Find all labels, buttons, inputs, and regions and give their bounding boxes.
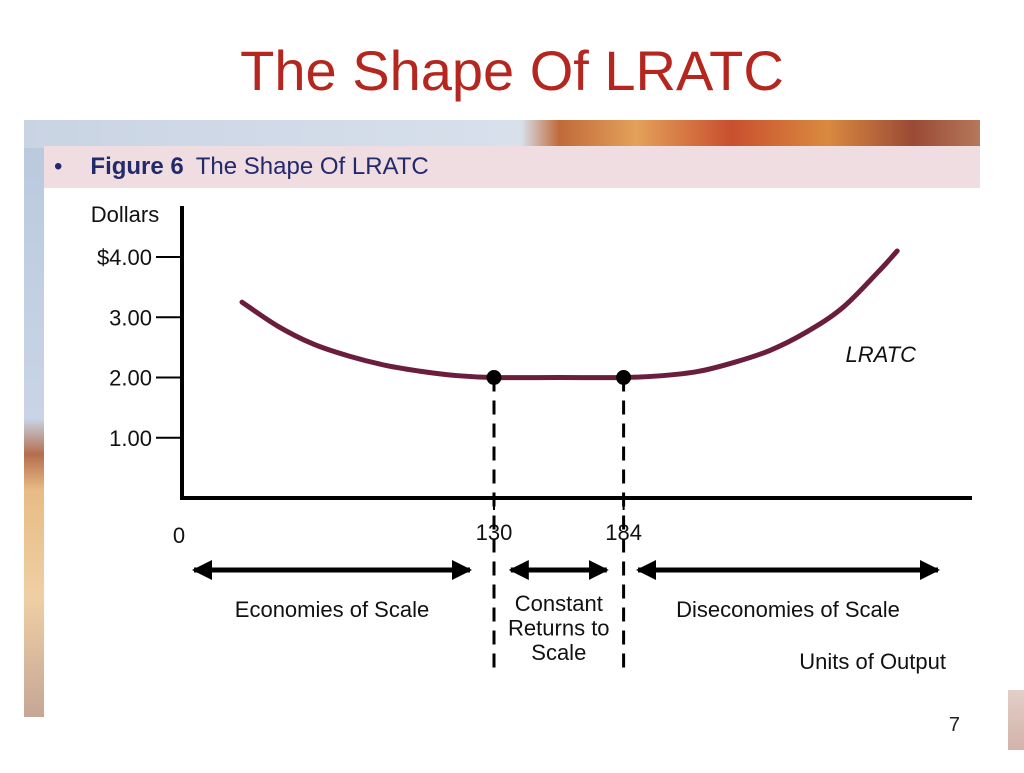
y-tick-label: 1.00 [109,426,152,451]
y-tick-label: 3.00 [109,305,152,330]
decorative-right-strip [1008,690,1024,750]
bullet-icon: • [54,153,63,180]
page-number: 7 [948,714,960,736]
decorative-left-strip [24,120,44,717]
x-origin-label: 0 [173,523,185,548]
region-label: Diseconomies of Scale [676,597,900,622]
y-axis-label: Dollars [91,202,159,227]
figure-caption-bar: • Figure 6 The Shape Of LRATC [44,146,980,188]
x-axis-label: Units of Output [799,649,946,674]
highlight-point [616,370,632,385]
figure-caption-text: The Shape Of LRATC [195,153,429,180]
region-label: Economies of Scale [235,597,429,622]
region-label-line: Returns to [508,616,610,641]
highlight-point [486,370,502,385]
region-label-line: Constant [515,591,603,616]
lratc-curve [239,248,900,381]
page-title: The Shape Of LRATC [240,39,784,102]
y-tick-label: $4.00 [97,245,152,270]
series-label-lratc: LRATC [846,342,917,367]
region-label-line: Scale [531,640,586,665]
decorative-top-strip [24,120,980,148]
figure-number: Figure 6 [90,153,184,180]
y-tick-label: 2.00 [109,366,152,391]
